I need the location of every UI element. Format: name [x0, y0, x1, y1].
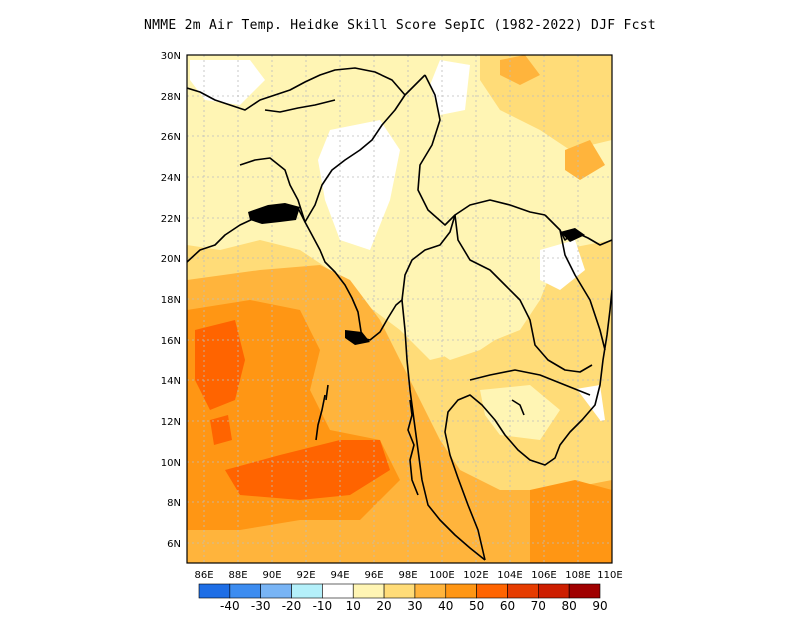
region-andaman-hot-2	[225, 440, 390, 500]
colorbar-swatch	[538, 583, 570, 599]
colorbar-label: 70	[531, 599, 546, 613]
colorbar-label: 90	[592, 599, 607, 613]
border-india-north	[187, 67, 406, 111]
lon-tick-92E: 92E	[296, 570, 315, 581]
colorbar-swatch	[322, 583, 354, 599]
colorbar-swatch	[445, 583, 477, 599]
color-bar: -40 -30 -20 -10 10 20 30 40 50 60 70 80 90	[198, 583, 608, 613]
region-andaman-hot-3	[210, 415, 232, 445]
lon-tick-98E: 98E	[398, 570, 417, 581]
nicobar-islands	[407, 399, 419, 496]
lon-tick-94E: 94E	[330, 570, 349, 581]
lat-tick-6N: 6N	[167, 539, 181, 550]
colorbar-swatch	[291, 583, 323, 599]
border-cambodia	[469, 369, 591, 396]
lon-tick-104E: 104E	[497, 570, 522, 581]
lat-tick-26N: 26N	[161, 132, 181, 143]
colorbar-label: 80	[562, 599, 577, 613]
skill-field	[187, 55, 612, 563]
colorbar-label: 30	[407, 599, 422, 613]
lat-tick-14N: 14N	[161, 376, 181, 387]
border-bangladesh	[239, 157, 306, 223]
plot-frame	[186, 54, 613, 564]
lat-tick-10N: 10N	[161, 458, 181, 469]
lat-tick-20N: 20N	[161, 254, 181, 265]
lat-tick-24N: 24N	[161, 173, 181, 184]
border-myanmar-china	[417, 74, 456, 226]
lat-tick-12N: 12N	[161, 417, 181, 428]
lat-tick-28N: 28N	[161, 92, 181, 103]
lon-tick-108E: 108E	[565, 570, 590, 581]
lon-tick-90E: 90E	[262, 570, 281, 581]
colorbar-label: -30	[251, 599, 271, 613]
border-thailand-laos	[454, 214, 593, 373]
patch-white-2	[318, 120, 400, 250]
region-south-orange	[530, 480, 612, 563]
lon-tick-106E: 106E	[531, 570, 556, 581]
colorbar-swatch	[229, 583, 261, 599]
lon-ticks: 86E 88E 90E 92E 94E 96E 98E 100E 102E 10…	[194, 570, 622, 581]
border-myanmar-india	[304, 74, 426, 223]
colorbar-label: 60	[500, 599, 515, 613]
border-bhutan	[264, 99, 336, 113]
lat-tick-22N: 22N	[161, 214, 181, 225]
patch-white-3	[430, 60, 470, 115]
border-laos-vietnam	[544, 214, 606, 351]
border-myanmar-thailand	[401, 199, 546, 301]
lat-tick-8N: 8N	[167, 498, 181, 509]
lat-tick-30N: 30N	[161, 51, 181, 62]
colorbar-swatch	[260, 583, 292, 599]
colorbar-label: -40	[220, 599, 240, 613]
coast-india-bangladesh	[187, 204, 403, 341]
delta-fill	[248, 203, 585, 345]
colorbar-swatch	[352, 583, 385, 599]
lat-tick-16N: 16N	[161, 336, 181, 347]
lon-tick-102E: 102E	[463, 570, 488, 581]
colorbar-swatch	[568, 583, 601, 599]
coast-peninsula-east	[444, 289, 612, 561]
lat-tick-18N: 18N	[161, 295, 181, 306]
region-land-center	[400, 200, 540, 360]
colorbar-label: -20	[282, 599, 302, 613]
region-andaman-hot-1	[195, 320, 245, 410]
colorbar-swatch	[507, 583, 539, 599]
colorbar-swatch	[414, 583, 447, 599]
andaman-islands	[315, 384, 329, 441]
colorbar-swatch	[198, 583, 231, 599]
spot-ne2	[565, 140, 605, 180]
gulf-islands	[511, 399, 525, 416]
colorbar-label: -10	[313, 599, 333, 613]
coastlines	[187, 67, 612, 561]
patch-white-5	[540, 240, 585, 290]
colorbar-label: 40	[438, 599, 453, 613]
lat-ticks: 30N 28N 26N 24N 22N 20N 18N 16N 14N 12N …	[161, 51, 181, 550]
lon-tick-88E: 88E	[228, 570, 247, 581]
chart-title: NMME 2m Air Temp. Heidke Skill Score Sep…	[144, 18, 656, 33]
colorbar-label: 20	[376, 599, 391, 613]
spot-ne	[500, 55, 540, 85]
lon-tick-86E: 86E	[194, 570, 213, 581]
lon-tick-100E: 100E	[429, 570, 454, 581]
patch-white-1	[190, 60, 265, 105]
grid-lines	[187, 55, 612, 563]
colorbar-label: 50	[469, 599, 484, 613]
lon-tick-110E: 110E	[597, 570, 622, 581]
coast-myanmar-south	[401, 299, 486, 561]
colorbar-swatch	[383, 583, 416, 599]
colorbar-label: 10	[346, 599, 361, 613]
lon-tick-96E: 96E	[364, 570, 383, 581]
colorbar-swatch	[476, 583, 508, 599]
